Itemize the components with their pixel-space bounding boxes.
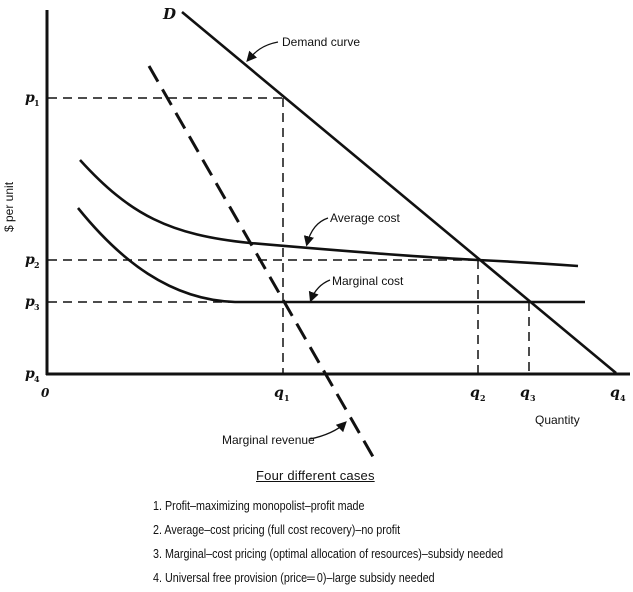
marginal-revenue-arrow-icon <box>309 421 347 440</box>
svg-text:4: 4 <box>34 374 40 384</box>
marginal-revenue-label: Marginal revenue <box>222 433 315 447</box>
case-item: 4. Universal free provision (price═ 0)–l… <box>153 571 435 585</box>
guide-lines <box>48 97 530 374</box>
demand-curve <box>181 11 617 374</box>
average-cost-curve <box>79 159 579 268</box>
case-item: 1. Profit–maximizing monopolist–profit m… <box>153 499 365 513</box>
svg-text:3: 3 <box>34 302 40 312</box>
svg-text:p: p <box>25 294 35 310</box>
marginal-revenue-curve <box>147 65 378 463</box>
svg-text:p: p <box>25 252 35 268</box>
marginal-cost-curve <box>76 207 585 304</box>
x-axis-label: Quantity <box>535 413 580 427</box>
demand-curve-label: Demand curve <box>282 35 360 49</box>
origin-label: 0 <box>41 386 50 400</box>
cases-title: Four different cases <box>256 468 375 483</box>
svg-text:1: 1 <box>284 393 290 403</box>
svg-text:1: 1 <box>34 98 40 108</box>
demand-marker-label: D <box>162 5 176 23</box>
marginal-cost-arrow-icon <box>308 279 331 303</box>
case-item: 3. Marginal–cost pricing (optimal alloca… <box>153 547 504 561</box>
demand-arrow-icon <box>246 41 279 62</box>
svg-text:p: p <box>25 366 35 382</box>
svg-text:q: q <box>470 385 480 401</box>
marginal-cost-label: Marginal cost <box>332 274 404 288</box>
svg-text:3: 3 <box>530 393 536 403</box>
average-cost-arrow-icon <box>303 217 329 247</box>
average-cost-label: Average cost <box>330 211 400 225</box>
svg-text:4: 4 <box>620 393 626 403</box>
svg-text:2: 2 <box>34 260 40 270</box>
svg-text:q: q <box>610 385 620 401</box>
svg-text:p: p <box>25 90 35 106</box>
case-item: 2. Average–cost pricing (full cost recov… <box>153 523 401 537</box>
svg-text:q: q <box>274 385 284 401</box>
y-axis-label: $ per unit <box>2 181 16 232</box>
svg-text:2: 2 <box>480 393 486 403</box>
svg-text:q: q <box>520 385 530 401</box>
